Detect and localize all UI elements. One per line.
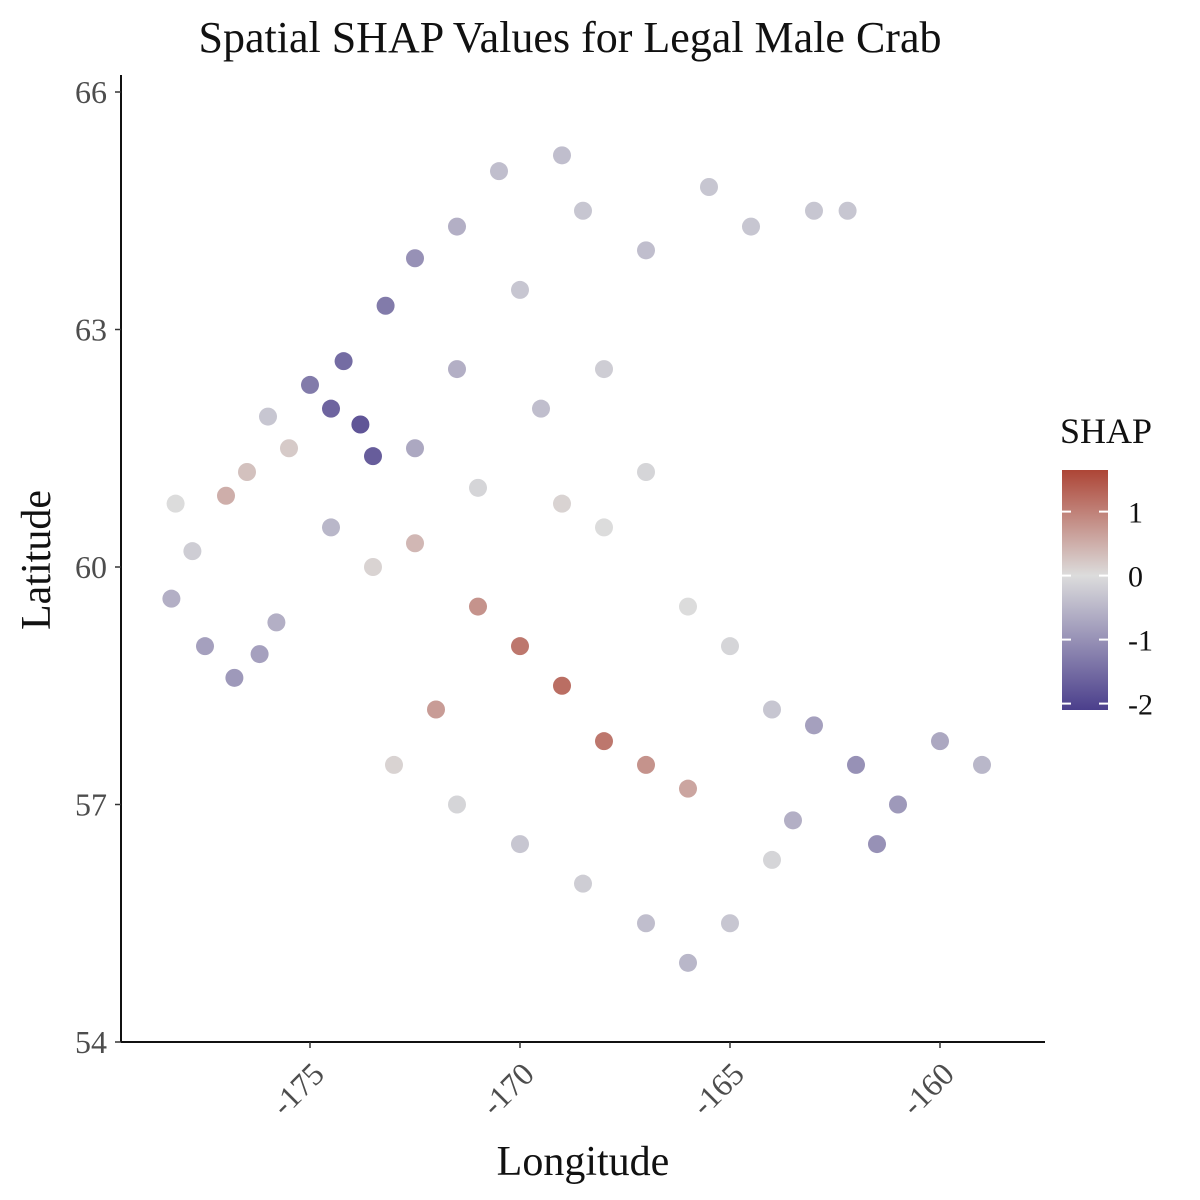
legend-colorbar [1062, 470, 1108, 710]
data-point [334, 352, 353, 371]
data-point [469, 478, 487, 497]
data-point [784, 811, 802, 830]
y-tick-label: 57 [75, 787, 107, 823]
data-point [301, 375, 319, 394]
data-point [553, 494, 571, 513]
data-point [637, 463, 655, 481]
data-point [196, 637, 214, 656]
data-point [595, 732, 613, 751]
data-point [385, 755, 403, 774]
legend: SHAP 1 0 -1 -2 [1060, 411, 1153, 722]
data-point [721, 637, 739, 656]
y-tick-label: 63 [75, 312, 107, 348]
legend-break-label: -2 [1128, 689, 1153, 722]
data-point [280, 439, 298, 458]
data-point [637, 755, 655, 774]
data-point [679, 953, 697, 972]
data-point [322, 399, 340, 418]
data-point [805, 201, 823, 220]
data-point [238, 463, 256, 481]
data-point [511, 280, 529, 299]
data-point [511, 835, 529, 854]
data-point [511, 637, 529, 656]
data-point [595, 360, 613, 379]
legend-break-label: 0 [1128, 561, 1143, 594]
data-point [595, 518, 613, 537]
data-point [973, 755, 991, 774]
data-point [217, 486, 235, 505]
data-point [637, 914, 655, 933]
data-point [574, 201, 592, 220]
data-point [469, 597, 487, 616]
legend-breaks: 1 0 -1 -2 [1062, 497, 1153, 722]
points-layer [162, 146, 991, 972]
data-point [406, 534, 424, 553]
data-point [868, 835, 886, 854]
data-point [427, 700, 445, 719]
legend-title: SHAP [1060, 411, 1152, 451]
y-axis-ticks: 54 57 60 63 66 [75, 74, 121, 1060]
data-point [847, 755, 865, 774]
data-point [553, 146, 571, 165]
data-point [406, 439, 424, 458]
data-point [406, 249, 424, 268]
data-point [700, 178, 718, 196]
x-axis-title: Longitude [497, 1139, 670, 1185]
data-point [574, 874, 592, 893]
data-point [931, 732, 949, 751]
data-point [448, 217, 466, 236]
legend-break-label: -1 [1128, 625, 1153, 658]
data-point [162, 589, 181, 608]
data-point [637, 241, 655, 260]
data-point [351, 415, 370, 434]
data-point [763, 850, 781, 869]
x-tick-label: -165 [684, 1055, 751, 1122]
y-axis-title: Latitude [14, 490, 60, 630]
data-point [721, 914, 739, 933]
data-point [376, 296, 395, 315]
data-point [553, 676, 571, 695]
data-point [259, 407, 277, 426]
x-tick-label: -170 [474, 1055, 541, 1122]
y-tick-label: 60 [75, 549, 107, 585]
data-point [183, 542, 202, 561]
data-point [225, 668, 244, 687]
data-point [364, 447, 382, 466]
data-point [490, 162, 508, 181]
data-point [166, 494, 185, 513]
data-point [889, 795, 907, 814]
data-point [448, 360, 466, 379]
legend-break-label: 1 [1128, 497, 1143, 530]
data-point [448, 795, 466, 814]
data-point [532, 399, 550, 418]
x-tick-label: -160 [894, 1055, 961, 1122]
data-point [763, 700, 781, 719]
data-point [364, 558, 382, 576]
data-point [679, 779, 697, 798]
data-point [250, 645, 269, 664]
data-point [267, 613, 286, 632]
data-point [322, 518, 340, 537]
x-axis-ticks: -175 -170 -165 -160 [264, 1042, 961, 1122]
data-point [742, 217, 760, 236]
y-tick-label: 66 [75, 74, 107, 110]
y-tick-label: 54 [75, 1024, 107, 1060]
data-point [838, 201, 857, 220]
x-tick-label: -175 [264, 1055, 331, 1122]
data-point [679, 597, 697, 616]
data-point [805, 716, 823, 735]
chart-title: Spatial SHAP Values for Legal Male Crab [199, 13, 942, 62]
